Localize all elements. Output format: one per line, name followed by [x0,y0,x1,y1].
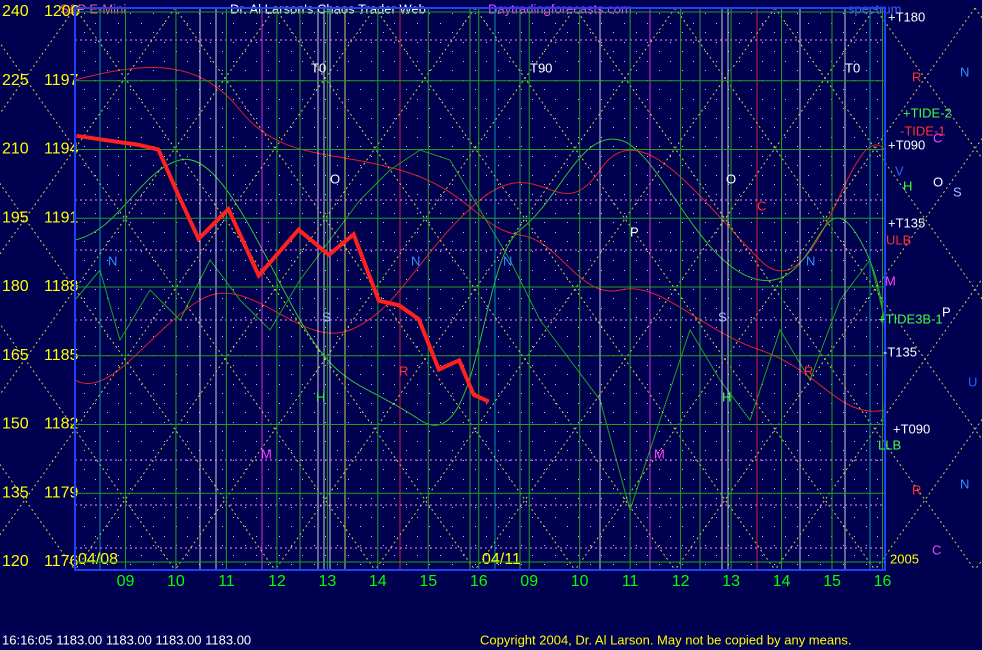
annotation: LLB [878,437,901,452]
annotation: +T090 [893,421,930,436]
y-tick-label: 1200 [44,3,80,20]
price-line [76,133,490,404]
copyright: Copyright 2004, Dr. Al Larson. May not b… [480,632,851,647]
y-tick-label: 1182 [44,416,79,433]
annotation: R [912,482,921,497]
y-tick-label: 1191 [44,209,79,226]
x-tick-label: 12 [268,573,286,590]
annotation: T90 [530,60,552,75]
annotation: U [968,374,977,389]
y2-tick-label: 135 [2,484,29,501]
y2-tick-label: 165 [2,347,29,364]
y-tick-label: 1188 [44,278,79,295]
annotation: T0 [845,60,860,75]
x-tick-label: 14 [773,573,791,590]
y-tick-label: 1197 [44,72,79,89]
date-label: 04/11 [482,551,521,568]
annotation: P [942,304,951,319]
y2-tick-label: 195 [2,209,29,226]
y2-tick-label: 240 [2,3,29,20]
indicators [0,7,982,571]
y2-tick-label: 120 [2,553,29,570]
annotation: O [726,171,736,186]
annotation: +TIDE-2 [903,105,952,120]
y-tick-label: 1179 [44,484,79,501]
date-label: 04/08 [78,551,118,568]
annotation: N [503,253,512,268]
annotation: -T135 [883,344,917,359]
x-tick-label: 14 [369,573,387,590]
x-tick-label: 09 [117,573,135,590]
annotation: M [885,273,896,288]
annotation: ULB [886,232,911,247]
x-tick-label: 13 [318,573,336,590]
annotation: N [411,253,420,268]
x-tick-label: 09 [520,573,538,590]
annotation: H [903,178,912,193]
y2-tick-label: 150 [2,416,29,433]
y2-tick-label: 180 [2,278,29,295]
annotation: C [933,130,942,145]
annotation: H [316,389,325,404]
annotation: T0 [311,60,326,75]
annotation: S [953,184,962,199]
annotation: S [322,309,331,324]
annotation: R [804,363,813,378]
annotation: +TIDE3B-1 [878,311,943,326]
plot-area [75,8,885,570]
annotation: N [960,64,969,79]
annotation: N [960,476,969,491]
annotation: O [933,174,943,189]
x-tick-label: 10 [167,573,185,590]
x-tick-label: 11 [218,573,235,590]
annotation: +T135 [888,215,925,230]
annotation: M [261,446,272,461]
annotation: P [630,224,639,239]
annotation: -TIDE-1 [900,123,946,138]
annotation: M [654,446,665,461]
x-tick-label: 16 [470,573,488,590]
annotation: R [399,363,408,378]
x-tick-label: 15 [419,573,437,590]
x-tick-label: 16 [874,573,892,590]
annotation: S [718,309,727,324]
x-tick-label: 10 [571,573,589,590]
annotation: H [722,389,731,404]
annotation: 2005 [890,551,919,566]
annotation: N [108,253,117,268]
y-tick-label: 1176 [44,553,79,570]
status: 16:16:05 1183.00 1183.00 1183.00 1183.00 [2,632,251,647]
x-tick-label: 15 [823,573,841,590]
annotation: R [912,69,921,84]
x-tick-label: 13 [722,573,740,590]
annotation: O [330,171,340,186]
annotation: V [895,163,904,178]
annotation: N [806,253,815,268]
annotation: +T180 [888,9,925,24]
x-tick-label: 11 [622,573,639,590]
annotation: C [932,542,941,557]
annotation: +T090 [888,137,925,152]
y2-tick-label: 210 [2,141,29,158]
y-tick-label: 1194 [44,141,79,158]
annotation: C [757,198,766,213]
x-tick-label: 12 [672,573,690,590]
y2-tick-label: 225 [2,72,29,89]
y-tick-label: 1185 [44,347,79,364]
plot-frame [74,7,886,571]
